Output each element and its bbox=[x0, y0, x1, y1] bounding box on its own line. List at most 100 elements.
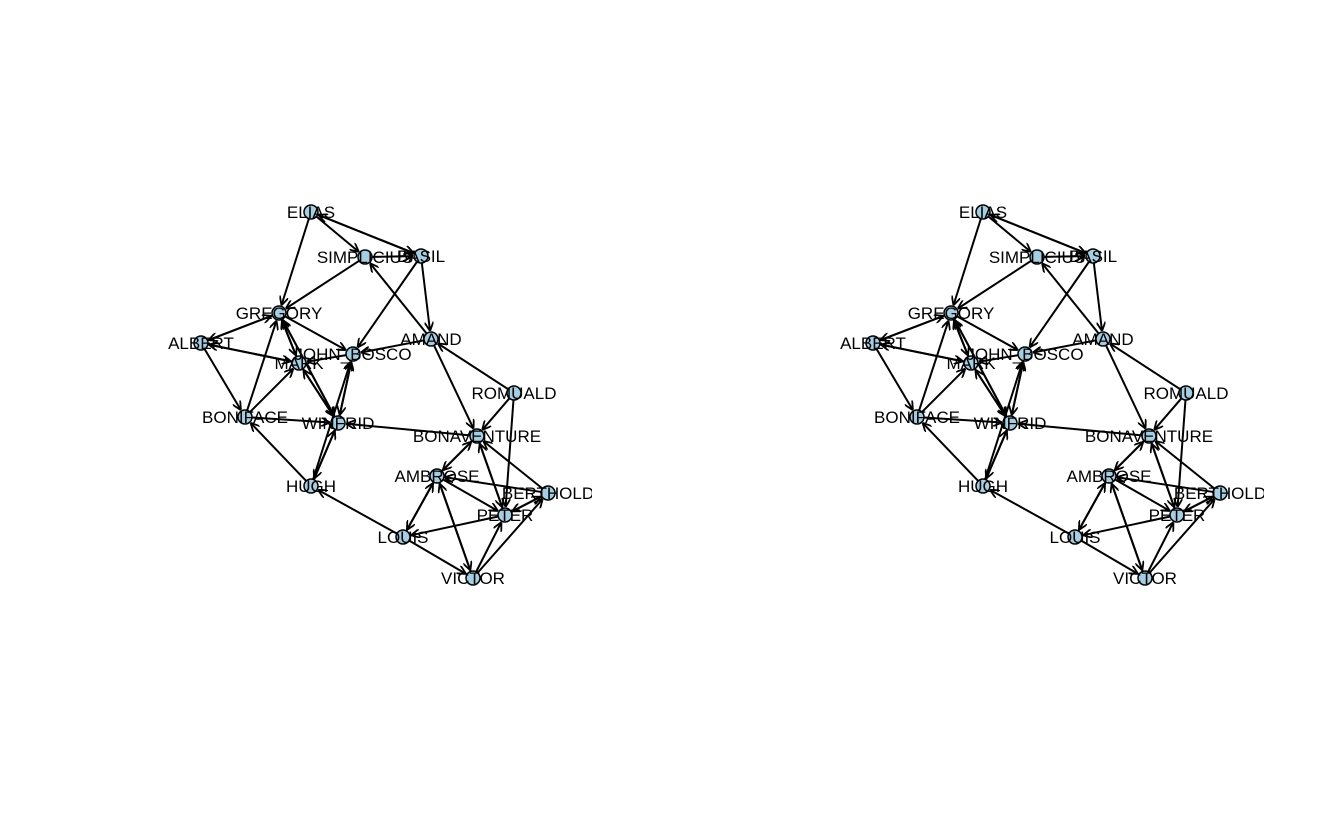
edge-bonaventure-to-ambrose bbox=[1115, 440, 1145, 470]
node-peter bbox=[1169, 507, 1185, 523]
edge-basil-to-elias bbox=[990, 215, 1087, 255]
edge-romuald-to-bonaventure bbox=[482, 397, 511, 430]
edge-elias-to-simplicius bbox=[987, 215, 1030, 251]
label-ambrose: AMBROSE bbox=[394, 467, 479, 486]
nodes bbox=[865, 204, 1228, 586]
label-john-bosco: JOHN_BOSCO bbox=[294, 345, 411, 364]
edge-victor-to-berthold bbox=[476, 499, 543, 574]
node-simplicius bbox=[357, 249, 373, 265]
node-boniface bbox=[909, 409, 925, 425]
label-albert: ALBERT bbox=[840, 334, 906, 353]
label-berthold: BERTHOLD bbox=[502, 484, 594, 503]
node-john-bosco bbox=[1017, 346, 1033, 362]
label-amand: AMAND bbox=[1072, 330, 1133, 349]
edge-basil-to-john_bosco bbox=[1030, 261, 1090, 348]
edge-romuald-to-amand bbox=[1110, 343, 1181, 391]
edge-amand-to-john_bosco bbox=[361, 339, 425, 352]
edge-romuald-to-peter bbox=[1178, 399, 1187, 507]
edge-louis-to-ambrose bbox=[405, 483, 433, 532]
node-albert bbox=[865, 335, 881, 351]
edge-louis-to-hugh bbox=[318, 490, 398, 535]
label-mark: MARK bbox=[946, 354, 996, 373]
node-basil bbox=[413, 248, 429, 264]
edge-louis-to-ambrose bbox=[1077, 483, 1105, 532]
label-winfrid: WINFRID bbox=[974, 414, 1047, 433]
label-hugh: HUGH bbox=[286, 477, 336, 496]
node-amand bbox=[423, 331, 439, 347]
edge-amand-to-simplicius bbox=[370, 263, 428, 335]
node-romuald bbox=[1178, 385, 1194, 401]
node-louis bbox=[395, 529, 411, 545]
node-amand bbox=[1095, 331, 1111, 347]
edges bbox=[875, 215, 1216, 574]
edge-winfrid-to-mark bbox=[303, 370, 336, 418]
edge-bonaventure-to-winfrid bbox=[1018, 424, 1143, 437]
label-berthold: BERTHOLD bbox=[1174, 484, 1266, 503]
node-victor bbox=[465, 570, 481, 586]
label-boniface: BONIFACE bbox=[202, 408, 288, 427]
edge-hugh-to-boniface bbox=[923, 423, 979, 482]
edge-amand-to-bonaventure bbox=[1105, 344, 1146, 428]
edge-peter-to-bonaventure bbox=[1152, 444, 1176, 509]
label-boniface: BONIFACE bbox=[874, 408, 960, 427]
node-peter bbox=[497, 507, 513, 523]
edge-romuald-to-bonaventure bbox=[1154, 397, 1183, 430]
edge-louis-to-victor bbox=[1080, 539, 1138, 574]
edge-john_bosco-to-mark bbox=[307, 354, 347, 362]
node-winfrid bbox=[1002, 415, 1018, 431]
edge-gregory-to-albert bbox=[880, 314, 945, 341]
node-basil bbox=[1085, 248, 1101, 264]
edge-albert-to-boniface bbox=[203, 348, 241, 410]
edge-louis-to-victor bbox=[408, 539, 466, 574]
edge-basil-to-john_bosco bbox=[358, 261, 418, 348]
edge-basil-to-elias bbox=[318, 215, 415, 255]
node-bonaventure bbox=[469, 428, 485, 444]
node-bonaventure bbox=[1141, 428, 1157, 444]
edge-mark-to-albert bbox=[209, 345, 293, 363]
node-berthold bbox=[1212, 485, 1228, 501]
node-simplicius bbox=[1029, 249, 1045, 265]
label-amand: AMAND bbox=[400, 330, 461, 349]
edge-simplicius-to-basil bbox=[1043, 256, 1085, 257]
edge-boniface-to-gregory bbox=[918, 321, 948, 411]
edge-victor-to-berthold bbox=[1148, 499, 1215, 574]
node-mark bbox=[963, 355, 979, 371]
edge-elias-to-simplicius bbox=[315, 215, 358, 251]
edge-boniface-to-mark bbox=[249, 369, 293, 413]
edge-gregory-to-albert bbox=[208, 314, 273, 341]
node-gregory bbox=[271, 305, 287, 321]
edge-bonaventure-to-ambrose bbox=[443, 440, 473, 470]
edge-ambrose-to-peter bbox=[1114, 478, 1170, 511]
label-elias: ELIAS bbox=[959, 203, 1007, 222]
label-basil: BASIL bbox=[397, 247, 445, 266]
node-albert bbox=[193, 335, 209, 351]
label-john-bosco: JOHN_BOSCO bbox=[966, 345, 1083, 364]
label-mark: MARK bbox=[274, 354, 324, 373]
node-elias bbox=[975, 204, 991, 220]
edge-basil-to-amand bbox=[1092, 262, 1102, 331]
edge-berthold-to-bonaventure bbox=[1155, 441, 1216, 490]
edge-boniface-to-winfrid bbox=[251, 416, 330, 422]
node-mark bbox=[291, 355, 307, 371]
edge-john_bosco-to-mark bbox=[979, 354, 1019, 362]
edge-boniface-to-mark bbox=[921, 369, 965, 413]
label-victor: VICTOR bbox=[441, 569, 505, 588]
edge-ambrose-to-peter bbox=[442, 478, 498, 511]
node-john-bosco bbox=[345, 346, 361, 362]
node-romuald bbox=[506, 385, 522, 401]
label-simplicius: SIMPLICIUS bbox=[317, 248, 413, 267]
edge-albert-to-boniface bbox=[875, 348, 913, 410]
edge-basil-to-amand bbox=[420, 262, 430, 331]
edge-peter-to-louis bbox=[411, 515, 499, 535]
label-louis: LOUIS bbox=[377, 528, 428, 547]
label-ambrose: AMBROSE bbox=[1066, 467, 1151, 486]
edge-amand-to-john_bosco bbox=[1033, 339, 1097, 352]
label-louis: LOUIS bbox=[1049, 528, 1100, 547]
node-hugh bbox=[975, 478, 991, 494]
edge-victor-to-ambrose bbox=[440, 484, 472, 572]
